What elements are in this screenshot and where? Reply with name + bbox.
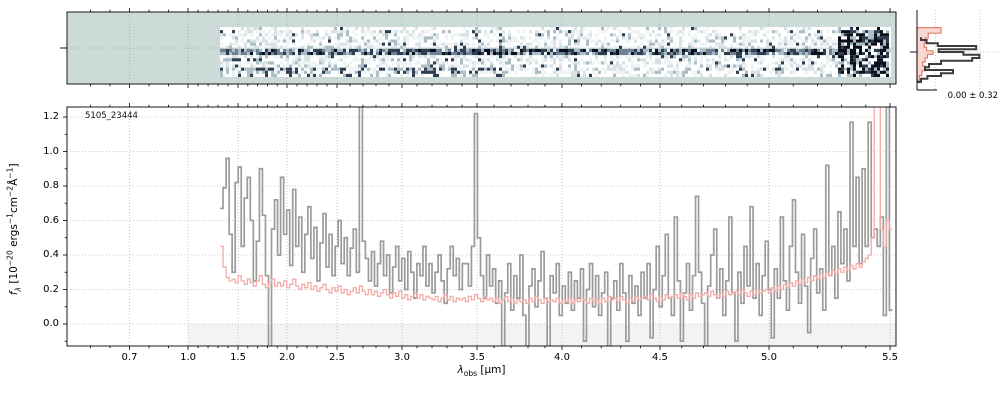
x-axis-label-lambda: λ	[457, 364, 464, 376]
x-tick-label: 5.0	[761, 352, 777, 363]
source-id-annotation: 5105_23444	[85, 111, 138, 121]
x-tick-label: 4.0	[554, 352, 570, 363]
y-axis-label-e4: −1	[5, 167, 15, 179]
y-axis-label-p2: ergs	[8, 224, 21, 251]
residual-hist-panel	[910, 10, 1000, 91]
y-tick-label: 0.6	[43, 214, 59, 226]
x-axis-label-unit: [μm]	[477, 364, 506, 376]
spec2d-panel	[60, 11, 897, 85]
y-tick-label: 0.8	[43, 180, 59, 191]
y-axis-label-f: f	[8, 291, 21, 296]
y-axis-label: fλ [10−20 ergs−1cm−2Å−1]	[6, 119, 23, 339]
y-axis-label-p1: [10	[8, 266, 21, 287]
y-tick-label: 1.2	[43, 111, 59, 122]
x-tick-label: 1.5	[230, 352, 246, 363]
hist-data-distribution	[917, 37, 981, 83]
y-axis-label-p5: ]	[8, 163, 21, 168]
x-tick-label: 2.5	[329, 352, 345, 363]
x-tick-label: 3.0	[394, 352, 410, 363]
spec2d-noise	[220, 27, 889, 77]
y-tick-label: 0.0	[43, 318, 59, 329]
error-step-line	[220, 107, 893, 304]
y-axis-label-sub: λ	[13, 286, 23, 292]
x-tick-label: 0.7	[121, 352, 138, 363]
y-axis-label-p4: Å	[8, 178, 21, 186]
x-axis-label-sub: obs	[463, 369, 478, 379]
residual-stats-label: 0.00 ± 0.32	[947, 91, 998, 101]
x-tick-label: 3.5	[469, 352, 485, 363]
y-axis-label-p3: cm	[8, 197, 21, 214]
x-axis-label: λobs [μm]	[0, 364, 963, 378]
x-tick-label: 4.5	[652, 352, 668, 363]
x-tick-label: 5.5	[882, 352, 898, 363]
y-axis-label-e2: −1	[5, 213, 15, 225]
y-tick-label: 0.4	[43, 249, 59, 260]
spectrum1d-panel	[63, 8, 897, 350]
below-zero-shade	[188, 324, 896, 346]
flux-step-line	[220, 107, 893, 346]
spectrum-lines	[220, 107, 893, 346]
x-tick-label: 2.0	[279, 352, 295, 363]
x-tick-label: 1.0	[180, 352, 196, 363]
y-axis-label-e1: −20	[5, 250, 15, 267]
y-tick-label: 0.2	[43, 283, 59, 295]
hist-noise-distribution	[916, 27, 942, 81]
spectrum1d-frame	[66, 106, 897, 347]
y-tick-label: 1.0	[43, 145, 59, 157]
y-axis-label-e3: −2	[5, 185, 15, 198]
